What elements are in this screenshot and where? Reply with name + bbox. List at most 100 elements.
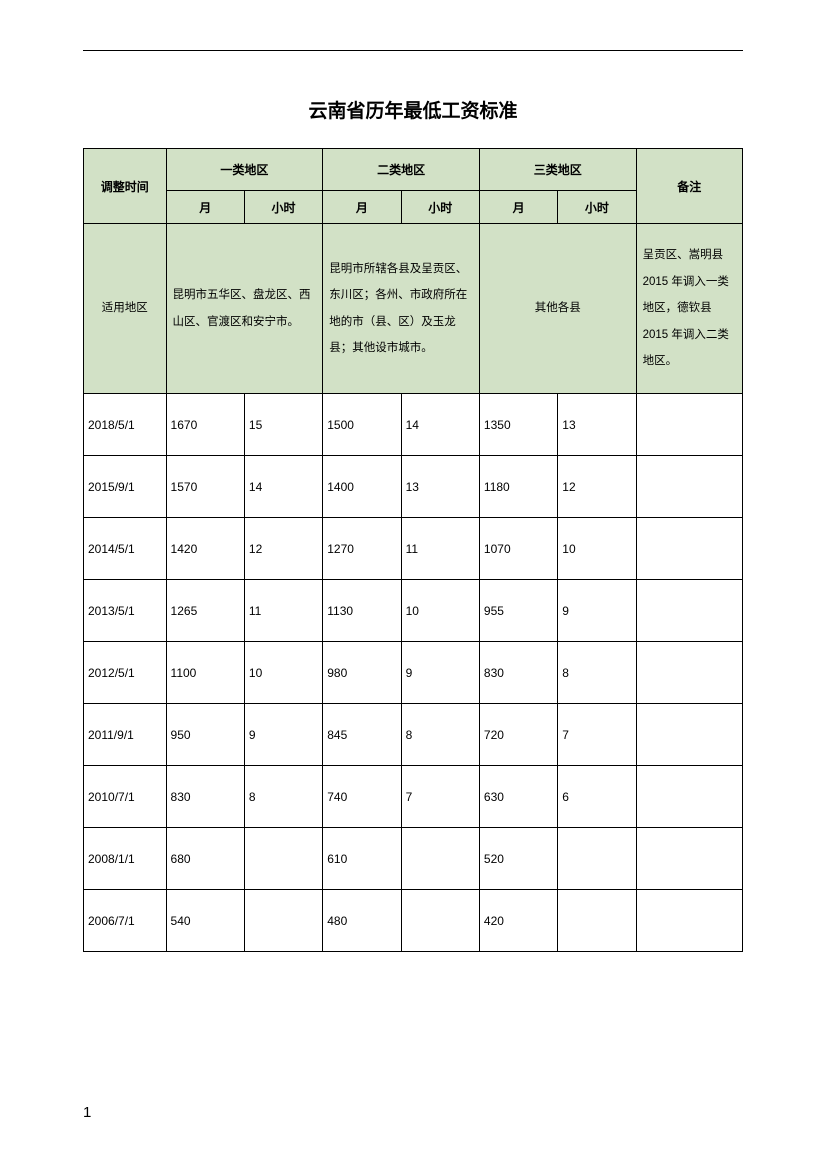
r1-month-cell: 1265 bbox=[166, 580, 244, 642]
header-adjust-time: 调整时间 bbox=[84, 149, 167, 224]
note-cell bbox=[636, 580, 742, 642]
r1-month-cell: 830 bbox=[166, 766, 244, 828]
r1-month-cell: 540 bbox=[166, 890, 244, 952]
note-cell bbox=[636, 890, 742, 952]
r2-month-cell: 1270 bbox=[323, 518, 401, 580]
r3-hour-cell: 10 bbox=[558, 518, 636, 580]
header-r2-hour: 小时 bbox=[401, 191, 479, 224]
table-row: 2011/9/1950984587207 bbox=[84, 704, 743, 766]
r1-month-cell: 1420 bbox=[166, 518, 244, 580]
r1-month-cell: 1100 bbox=[166, 642, 244, 704]
table-row: 2014/5/1142012127011107010 bbox=[84, 518, 743, 580]
date-cell: 2012/5/1 bbox=[84, 642, 167, 704]
header-r3-month: 月 bbox=[479, 191, 557, 224]
r3-month-cell: 1350 bbox=[479, 394, 557, 456]
r2-hour-cell bbox=[401, 828, 479, 890]
date-cell: 2013/5/1 bbox=[84, 580, 167, 642]
r2-hour-cell: 7 bbox=[401, 766, 479, 828]
r2-hour-cell: 8 bbox=[401, 704, 479, 766]
header-r3-hour: 小时 bbox=[558, 191, 636, 224]
header-r1-hour: 小时 bbox=[244, 191, 322, 224]
r3-hour-cell bbox=[558, 890, 636, 952]
r1-hour-cell: 8 bbox=[244, 766, 322, 828]
r1-hour-cell: 10 bbox=[244, 642, 322, 704]
r1-hour-cell: 15 bbox=[244, 394, 322, 456]
table-row: 2018/5/1167015150014135013 bbox=[84, 394, 743, 456]
r1-hour-cell bbox=[244, 828, 322, 890]
r3-hour-cell: 12 bbox=[558, 456, 636, 518]
table-row: 2008/1/1680 610 520 bbox=[84, 828, 743, 890]
applicable-region-label: 适用地区 bbox=[84, 224, 167, 394]
r2-hour-cell: 9 bbox=[401, 642, 479, 704]
date-cell: 2008/1/1 bbox=[84, 828, 167, 890]
r2-month-cell: 980 bbox=[323, 642, 401, 704]
r2-month-cell: 1500 bbox=[323, 394, 401, 456]
r3-hour-cell bbox=[558, 828, 636, 890]
page-title: 云南省历年最低工资标准 bbox=[83, 96, 743, 123]
date-cell: 2018/5/1 bbox=[84, 394, 167, 456]
r3-hour-cell: 7 bbox=[558, 704, 636, 766]
note-cell bbox=[636, 456, 742, 518]
note-cell bbox=[636, 642, 742, 704]
r1-hour-cell: 12 bbox=[244, 518, 322, 580]
header-region1: 一类地区 bbox=[166, 149, 323, 191]
header-r2-month: 月 bbox=[323, 191, 401, 224]
r3-month-cell: 955 bbox=[479, 580, 557, 642]
header-r1-month: 月 bbox=[166, 191, 244, 224]
table-row: 2010/7/1830874076306 bbox=[84, 766, 743, 828]
date-cell: 2006/7/1 bbox=[84, 890, 167, 952]
header-region3: 三类地区 bbox=[479, 149, 636, 191]
r2-month-cell: 1400 bbox=[323, 456, 401, 518]
note-cell bbox=[636, 828, 742, 890]
r1-hour-cell: 14 bbox=[244, 456, 322, 518]
r3-hour-cell: 8 bbox=[558, 642, 636, 704]
r3-hour-cell: 9 bbox=[558, 580, 636, 642]
header-row-1: 调整时间 一类地区 二类地区 三类地区 备注 bbox=[84, 149, 743, 191]
r2-hour-cell: 14 bbox=[401, 394, 479, 456]
r1-month-cell: 1670 bbox=[166, 394, 244, 456]
date-cell: 2015/9/1 bbox=[84, 456, 167, 518]
r3-month-cell: 1070 bbox=[479, 518, 557, 580]
r3-month-cell: 830 bbox=[479, 642, 557, 704]
region3-description: 其他各县 bbox=[479, 224, 636, 394]
note-cell bbox=[636, 518, 742, 580]
r3-hour-cell: 13 bbox=[558, 394, 636, 456]
note-cell bbox=[636, 704, 742, 766]
note-cell bbox=[636, 766, 742, 828]
r1-month-cell: 950 bbox=[166, 704, 244, 766]
table-body: 适用地区 昆明市五华区、盘龙区、西山区、官渡区和安宁市。 昆明市所辖各县及呈贡区… bbox=[84, 224, 743, 952]
r3-month-cell: 520 bbox=[479, 828, 557, 890]
r2-month-cell: 1130 bbox=[323, 580, 401, 642]
page-number: 1 bbox=[83, 1104, 91, 1121]
header-line bbox=[83, 50, 743, 51]
r1-hour-cell: 9 bbox=[244, 704, 322, 766]
r2-month-cell: 845 bbox=[323, 704, 401, 766]
r2-hour-cell: 10 bbox=[401, 580, 479, 642]
r2-month-cell: 740 bbox=[323, 766, 401, 828]
header-region2: 二类地区 bbox=[323, 149, 480, 191]
table-row: 2012/5/111001098098308 bbox=[84, 642, 743, 704]
r1-hour-cell: 11 bbox=[244, 580, 322, 642]
r3-month-cell: 1180 bbox=[479, 456, 557, 518]
r2-month-cell: 610 bbox=[323, 828, 401, 890]
region2-description: 昆明市所辖各县及呈贡区、东川区；各州、市政府所在地的市（县、区）及玉龙县；其他设… bbox=[323, 224, 480, 394]
applicable-region-row: 适用地区 昆明市五华区、盘龙区、西山区、官渡区和安宁市。 昆明市所辖各县及呈贡区… bbox=[84, 224, 743, 394]
r1-month-cell: 680 bbox=[166, 828, 244, 890]
date-cell: 2010/7/1 bbox=[84, 766, 167, 828]
table-row: 2006/7/1540 480 420 bbox=[84, 890, 743, 952]
r3-month-cell: 420 bbox=[479, 890, 557, 952]
table-row: 2013/5/11265111130109559 bbox=[84, 580, 743, 642]
r2-hour-cell: 11 bbox=[401, 518, 479, 580]
r1-month-cell: 1570 bbox=[166, 456, 244, 518]
wage-table: 调整时间 一类地区 二类地区 三类地区 备注 月 小时 月 小时 月 小时 适用… bbox=[83, 148, 743, 952]
header-notes: 备注 bbox=[636, 149, 742, 224]
r2-month-cell: 480 bbox=[323, 890, 401, 952]
table-row: 2015/9/1157014140013118012 bbox=[84, 456, 743, 518]
r1-hour-cell bbox=[244, 890, 322, 952]
r2-hour-cell: 13 bbox=[401, 456, 479, 518]
region1-description: 昆明市五华区、盘龙区、西山区、官渡区和安宁市。 bbox=[166, 224, 323, 394]
page-container: 云南省历年最低工资标准 调整时间 一类地区 二类地区 三类地区 备注 月 小时 bbox=[0, 0, 826, 952]
region-notes-description: 呈贡区、嵩明县 2015 年调入一类地区，德钦县 2015 年调入二类地区。 bbox=[636, 224, 742, 394]
note-cell bbox=[636, 394, 742, 456]
r3-hour-cell: 6 bbox=[558, 766, 636, 828]
